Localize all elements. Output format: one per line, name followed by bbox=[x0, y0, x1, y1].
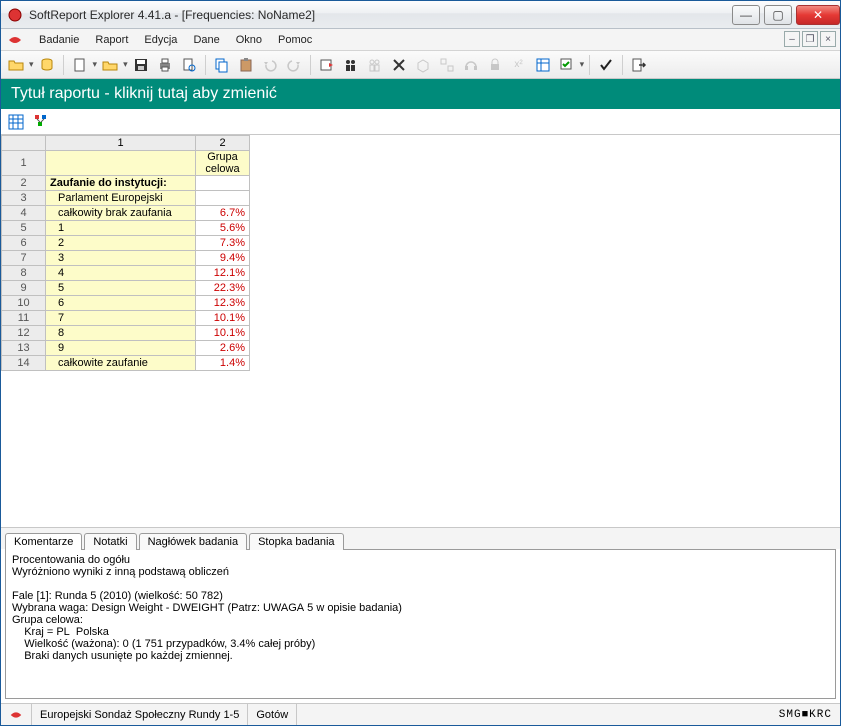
mdi-close-icon[interactable]: × bbox=[820, 31, 836, 47]
status-right: SMG■KRC bbox=[771, 709, 840, 721]
table-opts-button[interactable] bbox=[532, 54, 554, 76]
tab-naglowek[interactable]: Nagłówek badania bbox=[139, 533, 248, 550]
headphones-button[interactable] bbox=[460, 54, 482, 76]
copy-button[interactable] bbox=[211, 54, 233, 76]
titlebar: SoftReport Explorer 4.41.a - [Frequencie… bbox=[1, 1, 840, 29]
data-grid[interactable]: 121Grupacelowa2Zaufanie do instytucji:3P… bbox=[1, 135, 840, 371]
check-button[interactable] bbox=[595, 54, 617, 76]
mdi-minimize-icon[interactable]: – bbox=[784, 31, 800, 47]
mdi-controls: – ❐ × bbox=[782, 31, 836, 47]
boxes-button[interactable] bbox=[436, 54, 458, 76]
tab-notatki[interactable]: Notatki bbox=[84, 533, 136, 550]
content-area: 121Grupacelowa2Zaufanie do instytucji:3P… bbox=[1, 135, 840, 703]
close-button[interactable]: ✕ bbox=[796, 5, 840, 25]
app-icon bbox=[7, 7, 23, 23]
new-doc-button[interactable] bbox=[69, 54, 91, 76]
save-button[interactable] bbox=[130, 54, 152, 76]
menu-dane[interactable]: Dane bbox=[185, 32, 227, 48]
run-button[interactable] bbox=[316, 54, 338, 76]
status-left: Europejski Sondaż Społeczny Rundy 1-5 bbox=[32, 704, 248, 725]
mdi-restore-icon[interactable]: ❐ bbox=[802, 31, 818, 47]
main-toolbar: ▾ ▾ ▾ x² ▾ bbox=[1, 51, 840, 79]
open-folder-button[interactable] bbox=[5, 54, 27, 76]
report-title[interactable]: Tytuł raportu - kliknij tutaj aby zmieni… bbox=[1, 79, 840, 109]
menubar: Badanie Raport Edycja Dane Okno Pomoc – … bbox=[1, 29, 840, 51]
bottom-tabs: Komentarze Notatki Nagłówek badania Stop… bbox=[1, 527, 840, 549]
menu-raport[interactable]: Raport bbox=[87, 32, 136, 48]
paste-button[interactable] bbox=[235, 54, 257, 76]
undo-button[interactable] bbox=[259, 54, 281, 76]
tab-stopka[interactable]: Stopka badania bbox=[249, 533, 343, 550]
cube-button[interactable] bbox=[412, 54, 434, 76]
menu-logo-icon bbox=[7, 32, 23, 48]
tab-komentarze[interactable]: Komentarze bbox=[5, 533, 82, 550]
people-outline-button[interactable] bbox=[364, 54, 386, 76]
comments-panel[interactable]: Procentowania do ogółuWyróżniono wyniki … bbox=[5, 549, 836, 699]
grid-view-button[interactable] bbox=[5, 111, 27, 133]
x2-button[interactable]: x² bbox=[508, 54, 530, 76]
sub-toolbar bbox=[1, 109, 840, 135]
print-button[interactable] bbox=[154, 54, 176, 76]
status-mid: Gotów bbox=[248, 704, 297, 725]
delete-x-button[interactable] bbox=[388, 54, 410, 76]
db-button[interactable] bbox=[36, 54, 58, 76]
menu-edycja[interactable]: Edycja bbox=[136, 32, 185, 48]
menu-okno[interactable]: Okno bbox=[228, 32, 270, 48]
status-logo bbox=[1, 704, 32, 725]
minimize-button[interactable]: — bbox=[732, 5, 760, 25]
window-title: SoftReport Explorer 4.41.a - [Frequencie… bbox=[29, 8, 728, 22]
statusbar: Europejski Sondaż Społeczny Rundy 1-5 Go… bbox=[1, 703, 840, 725]
redo-button[interactable] bbox=[283, 54, 305, 76]
menu-pomoc[interactable]: Pomoc bbox=[270, 32, 320, 48]
open-doc-button[interactable] bbox=[99, 54, 121, 76]
tree-view-button[interactable] bbox=[31, 111, 53, 133]
blank-area bbox=[1, 371, 840, 527]
preview-button[interactable] bbox=[178, 54, 200, 76]
people-fill-button[interactable] bbox=[340, 54, 362, 76]
check-opts-button[interactable] bbox=[556, 54, 578, 76]
lock-button[interactable] bbox=[484, 54, 506, 76]
maximize-button[interactable]: ▢ bbox=[764, 5, 792, 25]
menu-badanie[interactable]: Badanie bbox=[31, 32, 87, 48]
exit-button[interactable] bbox=[628, 54, 650, 76]
